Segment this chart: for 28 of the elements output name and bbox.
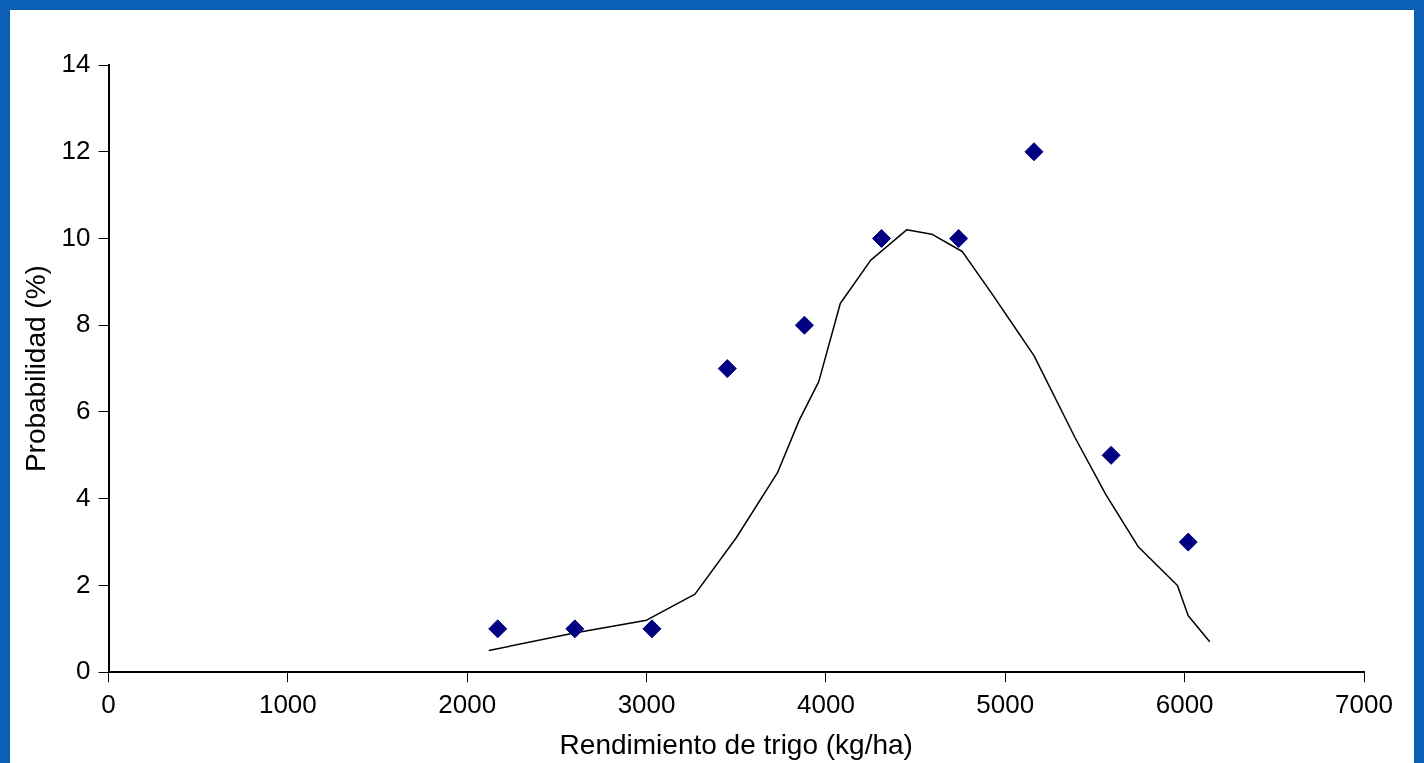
x-tick-label: 3000 xyxy=(617,688,676,719)
x-axis-title: Rendimiento de trigo (kg/ha) xyxy=(559,728,913,760)
x-tick-label: 4000 xyxy=(797,688,855,719)
y-tick-label: 6 xyxy=(76,395,91,426)
point xyxy=(1024,142,1044,162)
y-axis-title: Probabilidad (%) xyxy=(19,265,51,473)
y-tick-label: 8 xyxy=(76,308,91,339)
y-tick-label: 10 xyxy=(61,221,91,252)
point xyxy=(1101,445,1121,465)
x-tick-label: 7000 xyxy=(1335,688,1393,719)
x-tick-label: 1000 xyxy=(258,688,317,719)
x-tick-label: 0 xyxy=(101,688,116,719)
point xyxy=(717,359,737,379)
y-tick-label: 4 xyxy=(76,481,91,512)
point xyxy=(642,619,662,639)
point xyxy=(949,228,969,248)
y-tick-label: 2 xyxy=(76,568,91,599)
point xyxy=(488,619,508,639)
y-tick-label: 0 xyxy=(76,655,91,686)
x-tick-label: 5000 xyxy=(976,688,1035,719)
point xyxy=(794,315,814,335)
point xyxy=(565,619,585,639)
point xyxy=(1178,532,1198,552)
point xyxy=(872,228,892,248)
x-tick-label: 6000 xyxy=(1155,688,1214,719)
x-tick-label: 2000 xyxy=(438,688,497,719)
y-tick-label: 14 xyxy=(61,48,91,79)
y-tick-label: 12 xyxy=(61,134,91,165)
